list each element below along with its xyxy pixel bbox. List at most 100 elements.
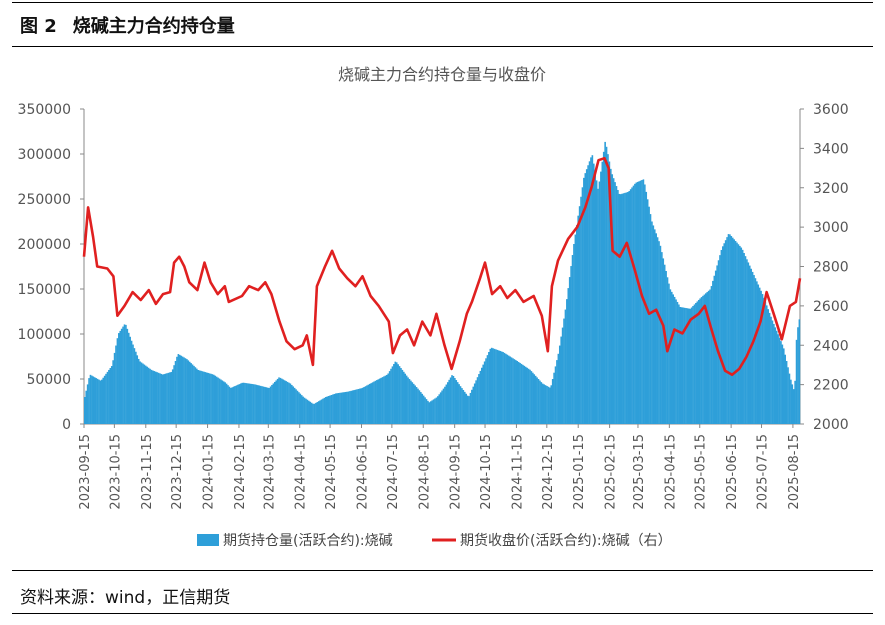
open-interest-bar bbox=[661, 252, 663, 424]
open-interest-bar bbox=[184, 358, 187, 424]
open-interest-bar bbox=[672, 294, 674, 424]
open-interest-bar bbox=[377, 379, 380, 424]
title-rule bbox=[12, 46, 873, 47]
open-interest-bar bbox=[125, 324, 127, 424]
open-interest-bar bbox=[269, 386, 272, 424]
open-interest-bar bbox=[483, 361, 486, 424]
open-interest-bar bbox=[360, 388, 363, 424]
x-tick-label: 2024-12-15 bbox=[541, 434, 556, 510]
open-interest-bar bbox=[765, 305, 768, 424]
legend-line-label: 期货收盘价(活跃合约):烧碱（右） bbox=[460, 532, 672, 549]
open-interest-bar bbox=[612, 178, 615, 424]
open-interest-bar bbox=[736, 242, 738, 424]
open-interest-bar bbox=[295, 389, 297, 424]
open-interest-bar bbox=[678, 304, 680, 424]
open-interest-bar bbox=[513, 359, 516, 424]
open-interest-bar bbox=[347, 391, 350, 424]
open-interest-bar bbox=[302, 396, 304, 424]
open-interest-bar bbox=[390, 368, 392, 424]
open-interest-bar bbox=[364, 386, 367, 424]
open-interest-bar bbox=[159, 373, 161, 424]
open-interest-bar bbox=[778, 337, 781, 424]
open-interest-bar bbox=[286, 381, 289, 424]
open-interest-bar bbox=[441, 390, 443, 424]
open-interest-bar bbox=[129, 336, 131, 424]
open-interest-bar bbox=[529, 369, 531, 424]
open-interest-bar bbox=[238, 384, 241, 424]
open-interest-bar bbox=[241, 382, 243, 424]
open-interest-bar bbox=[120, 328, 123, 424]
open-interest-bar bbox=[178, 354, 181, 424]
open-interest-bar bbox=[144, 365, 147, 424]
right-tick-label: 3200 bbox=[813, 181, 849, 197]
open-interest-bar bbox=[601, 161, 604, 424]
open-interest-bar bbox=[130, 340, 133, 424]
x-tick-label: 2025-01-15 bbox=[572, 434, 587, 510]
open-interest-bar bbox=[663, 264, 666, 424]
open-interest-bar bbox=[719, 255, 721, 424]
open-interest-bar bbox=[383, 376, 385, 424]
open-interest-bar bbox=[604, 141, 606, 424]
open-interest-bar bbox=[271, 384, 273, 424]
left-tick-label: 250000 bbox=[18, 192, 71, 208]
open-interest-bar bbox=[163, 374, 165, 424]
open-interest-bar bbox=[758, 287, 761, 424]
open-interest-bar bbox=[627, 192, 629, 424]
open-interest-bar bbox=[126, 328, 129, 424]
open-interest-bar bbox=[444, 386, 446, 424]
open-interest-bar bbox=[411, 382, 414, 424]
open-interest-bar bbox=[550, 385, 553, 424]
open-interest-bar bbox=[763, 297, 765, 424]
open-interest-bar bbox=[777, 334, 779, 424]
open-interest-bar bbox=[571, 255, 574, 424]
x-tick-label: 2025-08-15 bbox=[787, 434, 802, 510]
open-interest-bar bbox=[305, 398, 307, 424]
open-interest-bar bbox=[607, 154, 609, 424]
open-interest-bar bbox=[500, 351, 503, 424]
open-interest-bar bbox=[445, 384, 448, 424]
open-interest-bar bbox=[636, 181, 639, 424]
open-interest-bar bbox=[103, 375, 106, 424]
x-tick-label: 2024-06-15 bbox=[355, 434, 370, 510]
open-interest-bar bbox=[594, 172, 597, 424]
open-interest-bar bbox=[316, 402, 319, 424]
open-interest-bar bbox=[622, 193, 625, 424]
open-interest-bar bbox=[208, 373, 211, 424]
open-interest-bar bbox=[173, 365, 175, 424]
open-interest-bar bbox=[463, 391, 466, 424]
open-interest-bar bbox=[187, 360, 190, 424]
open-interest-bar bbox=[598, 181, 601, 424]
open-interest-bar bbox=[265, 387, 268, 424]
open-interest-bar bbox=[344, 391, 347, 424]
open-interest-bar bbox=[230, 387, 232, 424]
open-interest-bar bbox=[794, 380, 796, 424]
open-interest-bar bbox=[774, 327, 777, 424]
open-interest-bar bbox=[651, 221, 653, 424]
open-interest-bar bbox=[193, 365, 195, 424]
open-interest-bar bbox=[591, 155, 594, 424]
open-interest-bar bbox=[342, 392, 344, 424]
open-interest-bar bbox=[563, 318, 565, 424]
open-interest-bar bbox=[669, 289, 672, 424]
left-tick-label: 200000 bbox=[18, 237, 71, 253]
x-tick-label: 2023-12-15 bbox=[170, 434, 185, 510]
x-tick-label: 2025-02-15 bbox=[604, 434, 619, 510]
open-interest-bar bbox=[217, 377, 219, 424]
open-interest-bar bbox=[700, 297, 703, 424]
open-interest-bar bbox=[414, 385, 416, 424]
open-interest-bar bbox=[315, 402, 317, 424]
open-interest-bar bbox=[486, 355, 489, 424]
open-interest-bar bbox=[558, 345, 561, 424]
right-tick-label: 2600 bbox=[813, 299, 849, 315]
open-interest-bar bbox=[418, 390, 421, 424]
open-interest-bar bbox=[354, 389, 357, 424]
open-interest-bar bbox=[668, 283, 670, 424]
open-interest-bar bbox=[291, 384, 293, 424]
open-interest-bar bbox=[116, 338, 119, 424]
open-interest-bar bbox=[724, 240, 727, 424]
open-interest-bar bbox=[761, 294, 764, 424]
open-interest-bar bbox=[349, 391, 351, 424]
open-interest-bar bbox=[92, 376, 95, 424]
open-interest-bar bbox=[751, 271, 754, 424]
open-interest-bar bbox=[424, 397, 426, 424]
